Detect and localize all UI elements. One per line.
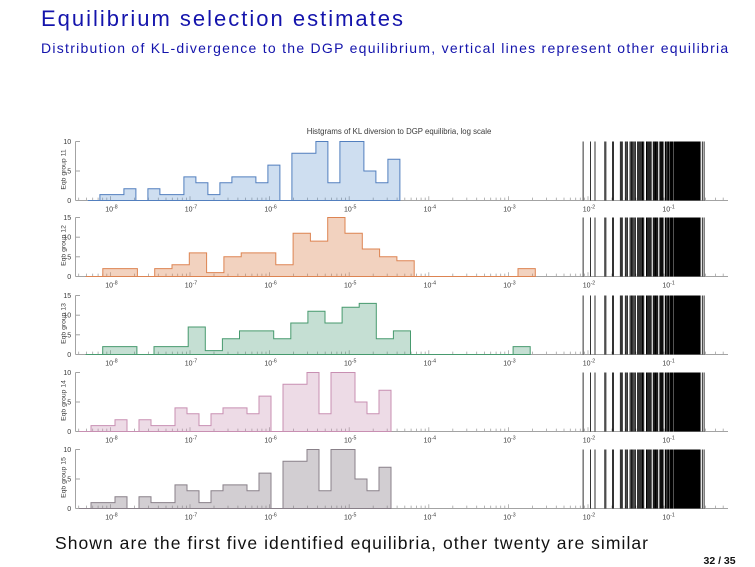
svg-text:Eqb group 14: Eqb group 14 (60, 380, 67, 421)
svg-text:10-3: 10-3 (503, 435, 516, 444)
svg-text:10: 10 (63, 313, 71, 320)
svg-text:10-5: 10-5 (344, 435, 357, 444)
svg-text:10-2: 10-2 (583, 358, 596, 367)
svg-text:10-1: 10-1 (662, 358, 675, 367)
svg-text:10: 10 (63, 235, 71, 242)
svg-text:5: 5 (67, 332, 71, 339)
svg-text:10-5: 10-5 (344, 358, 357, 367)
svg-text:10-8: 10-8 (105, 512, 118, 521)
svg-text:10-2: 10-2 (583, 435, 596, 444)
svg-text:10-5: 10-5 (344, 204, 357, 213)
svg-text:10-1: 10-1 (662, 435, 675, 444)
svg-text:5: 5 (67, 254, 71, 261)
svg-text:10: 10 (63, 139, 71, 146)
svg-text:10-4: 10-4 (424, 204, 437, 213)
svg-text:10-4: 10-4 (424, 435, 437, 444)
svg-text:10-3: 10-3 (503, 512, 516, 521)
svg-text:0: 0 (67, 274, 71, 281)
svg-text:10-3: 10-3 (503, 358, 516, 367)
svg-text:Eqb group 13: Eqb group 13 (60, 303, 67, 344)
svg-text:Eqb group 12: Eqb group 12 (60, 225, 67, 266)
svg-text:10-1: 10-1 (662, 512, 675, 521)
svg-text:10-8: 10-8 (105, 280, 118, 289)
svg-text:0: 0 (67, 198, 71, 205)
svg-text:10: 10 (63, 447, 71, 454)
svg-text:10-6: 10-6 (264, 358, 277, 367)
svg-text:0: 0 (67, 352, 71, 359)
svg-text:5: 5 (67, 169, 71, 176)
svg-text:Eqb group 15: Eqb group 15 (60, 457, 67, 498)
svg-text:10-8: 10-8 (105, 358, 118, 367)
svg-text:10-8: 10-8 (105, 204, 118, 213)
svg-text:0: 0 (67, 506, 71, 513)
svg-text:10-2: 10-2 (583, 204, 596, 213)
svg-text:10-6: 10-6 (264, 280, 277, 289)
svg-text:10-2: 10-2 (583, 280, 596, 289)
svg-text:0: 0 (67, 429, 71, 436)
svg-text:10-4: 10-4 (424, 512, 437, 521)
svg-text:10-1: 10-1 (662, 280, 675, 289)
svg-text:10-7: 10-7 (185, 435, 198, 444)
svg-text:15: 15 (63, 215, 71, 222)
svg-text:10-4: 10-4 (424, 280, 437, 289)
svg-text:Histgrams of KL diversion to D: Histgrams of KL diversion to DGP equilib… (307, 127, 492, 136)
svg-text:15: 15 (63, 293, 71, 300)
svg-text:10-3: 10-3 (503, 280, 516, 289)
svg-text:10-6: 10-6 (264, 512, 277, 521)
svg-text:10-1: 10-1 (662, 204, 675, 213)
svg-text:10: 10 (63, 370, 71, 377)
svg-text:10-7: 10-7 (185, 280, 198, 289)
svg-text:10-7: 10-7 (185, 358, 198, 367)
svg-text:Eqb group 11: Eqb group 11 (60, 149, 67, 190)
svg-text:10-2: 10-2 (583, 512, 596, 521)
svg-text:10-6: 10-6 (264, 435, 277, 444)
svg-text:10-8: 10-8 (105, 435, 118, 444)
svg-text:10-7: 10-7 (185, 204, 198, 213)
svg-text:10-6: 10-6 (264, 204, 277, 213)
svg-text:10-5: 10-5 (344, 512, 357, 521)
svg-text:10-7: 10-7 (185, 512, 198, 521)
svg-text:10-3: 10-3 (503, 204, 516, 213)
svg-text:10-4: 10-4 (424, 358, 437, 367)
svg-text:5: 5 (67, 477, 71, 484)
svg-text:5: 5 (67, 400, 71, 407)
svg-text:10-5: 10-5 (344, 280, 357, 289)
